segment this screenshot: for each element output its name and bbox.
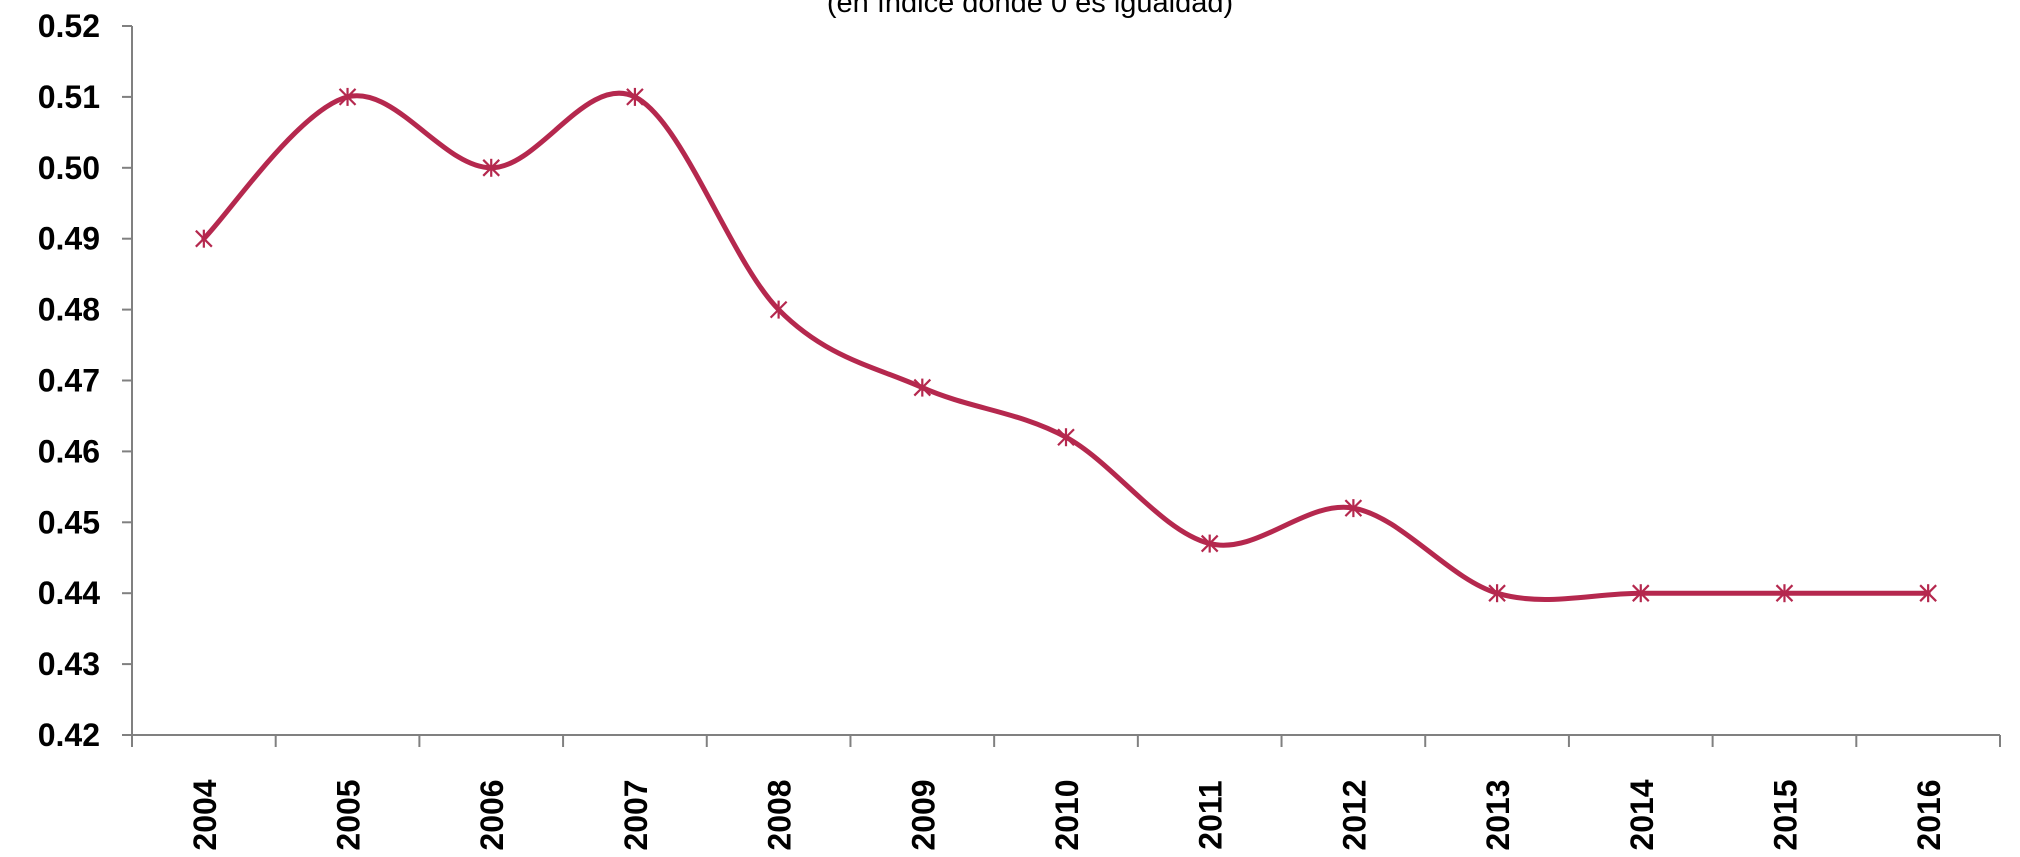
data-point-2007 bbox=[626, 87, 644, 106]
x-tick-label: 2010 bbox=[1049, 779, 1085, 850]
x-tick-label: 2007 bbox=[618, 779, 654, 850]
chart-subtitle: (en índice donde 0 es igualdad) bbox=[827, 0, 1233, 19]
y-tick-label: 0.44 bbox=[38, 575, 100, 611]
x-tick-label: 2009 bbox=[905, 779, 941, 850]
y-tick-label: 0.50 bbox=[38, 150, 100, 186]
data-point-2005 bbox=[338, 87, 357, 106]
x-tick-label: 2012 bbox=[1336, 779, 1372, 850]
data-markers bbox=[195, 87, 1937, 603]
y-tick-label: 0.43 bbox=[38, 646, 100, 682]
data-point-2008 bbox=[769, 300, 788, 319]
y-tick-label: 0.42 bbox=[38, 717, 100, 753]
data-point-2004 bbox=[195, 229, 213, 248]
y-tick-label: 0.45 bbox=[38, 504, 100, 540]
y-tick-label: 0.46 bbox=[38, 433, 100, 469]
data-point-2015 bbox=[1775, 584, 1794, 603]
data-point-2013 bbox=[1488, 584, 1506, 603]
x-tick-label: 2013 bbox=[1480, 779, 1516, 850]
y-tick-label: 0.52 bbox=[38, 8, 100, 44]
x-tick-label: 2008 bbox=[762, 779, 798, 850]
x-tick-label: 2004 bbox=[187, 779, 223, 850]
x-tick-label: 2005 bbox=[331, 779, 367, 850]
data-point-2014 bbox=[1631, 584, 1650, 603]
data-point-2012 bbox=[1344, 499, 1363, 518]
axes bbox=[122, 25, 2001, 747]
y-tick-label: 0.48 bbox=[38, 292, 100, 328]
x-tick-label: 2006 bbox=[474, 779, 510, 850]
x-tick-label: 2016 bbox=[1911, 779, 1947, 850]
data-point-2016 bbox=[1919, 584, 1937, 603]
data-point-2011 bbox=[1200, 534, 1219, 553]
data-point-2010 bbox=[1057, 428, 1075, 447]
x-tick-label: 2011 bbox=[1193, 780, 1229, 849]
x-tick-label: 2015 bbox=[1767, 779, 1803, 850]
y-tick-labels: 0.42 0.43 0.44 0.45 0.46 0.47 0.48 0.49 0.50 0.51… bbox=[38, 8, 100, 753]
x-tick-label: 2014 bbox=[1624, 779, 1660, 850]
y-tick-label: 0.47 bbox=[38, 363, 100, 399]
series-line bbox=[201, 90, 1931, 602]
x-tick-labels: 2004 2005 2006 2007 2008 2009 2010 2011 2012 2013… bbox=[187, 779, 1947, 850]
y-tick-label: 0.49 bbox=[38, 221, 100, 257]
y-tick-label: 0.51 bbox=[38, 79, 100, 115]
data-point-2009 bbox=[913, 378, 932, 397]
data-point-2006 bbox=[482, 158, 501, 177]
